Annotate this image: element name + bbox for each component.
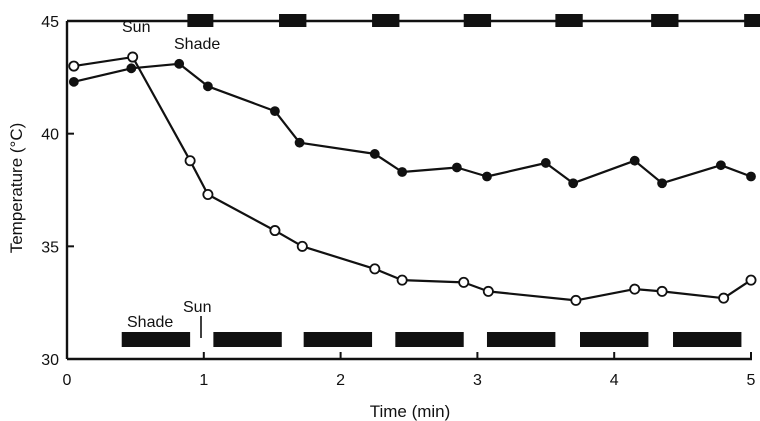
open-data-point [202,189,214,201]
bottom-shade-bar [580,332,649,347]
filled-data-point [68,76,79,87]
filled-data-point [716,160,726,171]
y-tick-label: 45 [41,14,59,31]
open-data-point [269,225,281,237]
bottom-sun-annotation: Sun [183,299,211,316]
bottom-shade-bar [303,332,373,347]
top-shade-bar [555,14,583,27]
series-line-1 [73,62,752,185]
bars-layer [121,14,760,347]
top-shade-annotation: Shade [174,36,220,53]
bottom-shade-bar [673,332,742,347]
top-shade-bar [463,14,492,27]
open-data-point [296,240,308,252]
filled-data-point [397,167,408,177]
bottom-shade-bar [213,332,282,347]
filled-data-point [451,162,462,173]
y-tick-label: 35 [41,239,59,256]
open-data-point [184,155,196,167]
open-data-point [745,274,757,286]
x-tick-label: 4 [610,372,619,389]
open-data-point [396,274,408,286]
open-data-point [656,285,668,297]
bottom-shade-annotation: Shade [127,314,173,331]
series-line-2 [73,55,752,302]
x-tick-label: 3 [473,372,482,389]
filled-data-point [629,155,640,166]
y-tick-label: 30 [41,352,59,369]
series-layer [68,51,757,306]
x-tick-label: 1 [199,372,208,389]
bottom-shade-bar [395,332,464,347]
top-shade-bar [187,14,214,27]
open-data-point [458,276,470,288]
axes-layer [65,19,752,361]
filled-data-point [270,106,280,117]
filled-data-point [126,63,137,74]
y-axis-label: Temperature (°C) [7,123,26,254]
bottom-shade-bar [121,332,191,347]
filled-data-point [482,171,492,182]
filled-data-point [294,137,305,148]
filled-data-point [369,149,380,159]
bottom-shade-bar [486,332,556,347]
open-data-point [68,60,80,72]
top-shade-bar [279,14,307,27]
x-tick-label: 0 [63,372,72,389]
open-data-point [482,285,494,297]
top-shade-bar [651,14,679,27]
filled-data-point [657,178,667,189]
x-tick-label: 5 [747,372,756,389]
filled-data-point [568,178,579,189]
open-data-point [127,51,139,63]
open-data-point [629,283,641,295]
filled-data-point [540,158,551,168]
x-axis-label: Time (min) [370,402,451,421]
filled-data-point [174,58,185,69]
y-tick-label: 40 [41,127,59,144]
top-shade-bar [372,14,400,27]
open-data-point [570,294,582,306]
filled-data-point [203,81,213,92]
open-data-point [369,263,381,275]
top-sun-annotation: Sun [122,19,150,36]
open-data-point [718,292,730,304]
filled-data-point [746,171,756,182]
top-shade-bar [744,14,760,27]
x-tick-label: 2 [336,372,345,389]
